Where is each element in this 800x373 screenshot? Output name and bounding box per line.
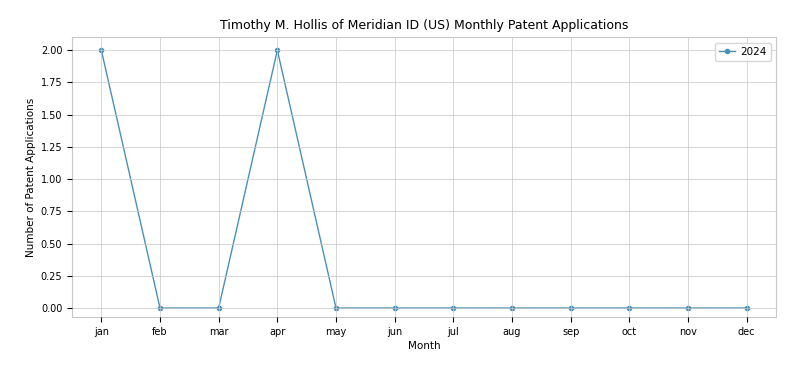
2024: [566, 306, 575, 310]
2024: [683, 306, 693, 310]
Y-axis label: Number of Patent Applications: Number of Patent Applications: [26, 98, 37, 257]
2024: [273, 48, 282, 53]
Line: 2024: 2024: [99, 48, 749, 310]
Title: Timothy M. Hollis of Meridian ID (US) Monthly Patent Applications: Timothy M. Hollis of Meridian ID (US) Mo…: [220, 19, 628, 32]
2024: [331, 306, 341, 310]
2024: [507, 306, 517, 310]
2024: [214, 306, 223, 310]
2024: [625, 306, 634, 310]
Legend: 2024: 2024: [715, 43, 770, 61]
2024: [97, 48, 106, 53]
X-axis label: Month: Month: [408, 341, 440, 351]
2024: [742, 306, 751, 310]
2024: [390, 306, 399, 310]
2024: [155, 306, 165, 310]
2024: [449, 306, 458, 310]
